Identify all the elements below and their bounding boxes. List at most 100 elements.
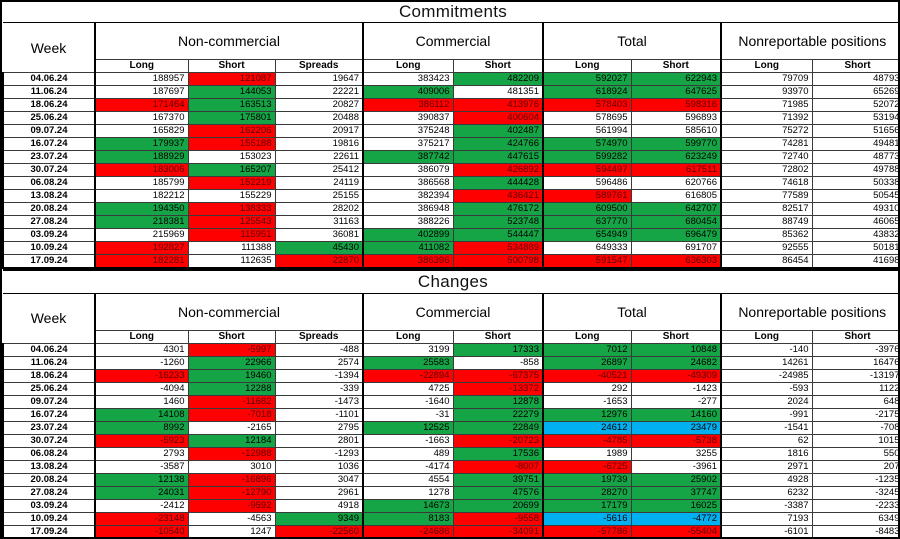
data-cell: 16476 <box>811 355 898 370</box>
data-cell: -3387 <box>720 498 813 513</box>
table-row: 18.06.24 171464 163513 20827 386112 413976 578… <box>2 98 898 112</box>
data-cell: 207 <box>811 459 898 474</box>
data-cell: 93970 <box>720 85 813 99</box>
data-cell: -12790 <box>187 485 276 500</box>
data-cell: 155188 <box>187 137 276 151</box>
data-cell: 49481 <box>811 137 898 151</box>
data-cell: 388226 <box>362 215 454 229</box>
data-cell: 138333 <box>187 202 276 216</box>
table-row: 30.07.24 -5923 12184 2801 -1663 -20723 -4785 -5… <box>2 433 898 448</box>
data-cell: -5738 <box>630 433 722 448</box>
data-cell: 647625 <box>630 85 722 99</box>
table-row: 03.09.24 -2412 -9592 4918 14673 20699 17179 160… <box>2 498 898 513</box>
column-header: Long <box>362 329 454 344</box>
data-cell: -140 <box>720 342 813 357</box>
data-cell: 48793 <box>811 72 898 86</box>
week-cell: 23.07.24 <box>2 150 96 164</box>
data-cell: 165829 <box>94 124 189 138</box>
week-cell: 18.06.24 <box>2 368 96 383</box>
data-cell: 72740 <box>720 150 813 164</box>
data-cell: -57786 <box>542 524 632 537</box>
week-cell: 11.06.24 <box>2 355 96 370</box>
data-cell: 623249 <box>630 150 722 164</box>
week-cell: 10.09.24 <box>2 241 96 255</box>
data-cell: 1816 <box>720 446 813 461</box>
data-cell: 39751 <box>452 472 544 487</box>
data-cell: 16025 <box>630 498 722 513</box>
data-cell: 382394 <box>362 189 454 203</box>
data-cell: -4772 <box>630 511 722 526</box>
data-cell: 50545 <box>811 189 898 203</box>
data-cell: -277 <box>630 394 722 409</box>
data-cell: -24985 <box>720 368 813 383</box>
data-cell: 3010 <box>187 459 276 474</box>
data-cell: 53194 <box>811 111 898 125</box>
data-cell: 20488 <box>274 111 364 125</box>
week-cell: 27.08.24 <box>2 485 96 500</box>
data-cell: 4725 <box>362 381 454 396</box>
data-cell: -20723 <box>452 433 544 448</box>
week-cell: 16.07.24 <box>2 407 96 422</box>
data-cell: 10848 <box>630 342 722 357</box>
data-cell: 3255 <box>630 446 722 461</box>
data-cell: -24686 <box>362 524 454 537</box>
data-cell: 152219 <box>187 176 276 190</box>
data-cell: -34091 <box>452 524 544 537</box>
data-cell: 620766 <box>630 176 722 190</box>
data-cell: -5923 <box>94 433 189 448</box>
data-cell: 85362 <box>720 228 813 242</box>
data-cell: 386079 <box>362 163 454 177</box>
data-cell: 585610 <box>630 124 722 138</box>
data-cell: 17179 <box>542 498 632 513</box>
data-cell: 447615 <box>452 150 544 164</box>
data-cell: 188957 <box>94 72 189 86</box>
data-cell: -40521 <box>542 368 632 383</box>
data-cell: 561994 <box>542 124 632 138</box>
table-row: 04.06.24 188957 121087 19647 383423 482209 592… <box>2 72 898 86</box>
data-cell: 387742 <box>362 150 454 164</box>
data-cell: -31 <box>362 407 454 422</box>
data-cell: 386568 <box>362 176 454 190</box>
data-cell: -55404 <box>630 524 722 537</box>
data-cell: 88749 <box>720 215 813 229</box>
data-cell: -3961 <box>630 459 722 474</box>
data-cell: -339 <box>274 381 364 396</box>
data-cell: 36081 <box>274 228 364 242</box>
data-cell: 163513 <box>187 98 276 112</box>
column-header: Long <box>542 329 632 344</box>
data-cell: -1473 <box>274 394 364 409</box>
data-cell: 185799 <box>94 176 189 190</box>
data-cell: 696479 <box>630 228 722 242</box>
data-cell: 6349 <box>811 511 898 526</box>
data-cell: -3976 <box>811 342 898 357</box>
data-cell: -67375 <box>452 368 544 383</box>
data-cell: 155229 <box>187 189 276 203</box>
table-row: 10.09.24 -23148 -4563 9349 8183 -9558 -5616 -47… <box>2 511 898 526</box>
data-cell: 523748 <box>452 215 544 229</box>
data-cell: -991 <box>720 407 813 422</box>
data-cell: 654949 <box>542 228 632 242</box>
table-row: 03.09.24 215969 115951 36081 402899 544447 654… <box>2 228 898 242</box>
table-row: 20.08.24 12138 -16896 3047 4554 39751 19739 259… <box>2 472 898 487</box>
week-cell: 20.08.24 <box>2 472 96 487</box>
table-row: 16.07.24 14108 -7018 -1101 -31 22279 12976 1416… <box>2 407 898 422</box>
data-cell: 20917 <box>274 124 364 138</box>
data-cell: 1122 <box>811 381 898 396</box>
week-cell: 06.08.24 <box>2 446 96 461</box>
data-cell: 71392 <box>720 111 813 125</box>
data-cell: 50181 <box>811 241 898 255</box>
table-row: 06.08.24 2793 -12988 -1293 489 17536 1989 3255 1… <box>2 446 898 461</box>
data-cell: -1293 <box>274 446 364 461</box>
data-cell: 183006 <box>94 163 189 177</box>
data-cell: 20699 <box>452 498 544 513</box>
table-row: 17.09.24 182281 112635 22870 386396 500798 591… <box>2 254 898 269</box>
data-cell: 411082 <box>362 241 454 255</box>
group-header: Commercial <box>362 292 544 331</box>
data-cell: 50338 <box>811 176 898 190</box>
data-cell: 2574 <box>274 355 364 370</box>
column-header: Short <box>452 329 544 344</box>
data-cell: 14261 <box>720 355 813 370</box>
data-cell: 3047 <box>274 472 364 487</box>
data-cell: 1460 <box>94 394 189 409</box>
data-cell: -593 <box>720 381 813 396</box>
